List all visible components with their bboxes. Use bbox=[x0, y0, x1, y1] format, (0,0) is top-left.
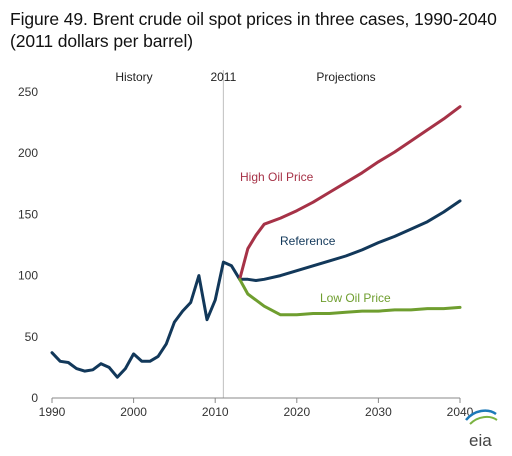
x-tick-label-2010: 2010 bbox=[202, 405, 229, 419]
series-line-reference bbox=[238, 199, 462, 282]
series-label-low-oil-price: Low Oil Price bbox=[320, 291, 391, 305]
x-tick-label-2030: 2030 bbox=[365, 405, 392, 419]
y-tick-label-100: 100 bbox=[18, 269, 38, 283]
x-tick-label-2000: 2000 bbox=[120, 405, 147, 419]
y-tick-label-150: 150 bbox=[18, 207, 38, 221]
x-tick-label-2040: 2040 bbox=[447, 405, 474, 419]
eia-logo-text: eia bbox=[469, 431, 492, 450]
eia-logo: eia bbox=[465, 409, 498, 450]
x-tick-label-2020: 2020 bbox=[283, 405, 310, 419]
eia-logo-swoosh-blue bbox=[465, 409, 497, 421]
eia-logo-swoosh-green bbox=[469, 415, 498, 425]
y-tick-label-50: 50 bbox=[25, 330, 39, 344]
x-axis-ticks: 1990 2000 2010 2020 2030 2040 bbox=[39, 398, 474, 419]
series-line-low bbox=[238, 277, 462, 317]
series-lines bbox=[50, 105, 462, 379]
y-tick-label-200: 200 bbox=[18, 146, 38, 160]
projections-label: Projections bbox=[316, 70, 375, 84]
y-tick-label-250: 250 bbox=[18, 85, 38, 99]
series-label-high-oil-price: High Oil Price bbox=[240, 170, 314, 184]
chart-title: Figure 49. Brent crude oil spot prices i… bbox=[10, 9, 497, 51]
series-label-reference: Reference bbox=[280, 234, 336, 248]
x-tick-label-1990: 1990 bbox=[39, 405, 66, 419]
history-label: History bbox=[115, 70, 152, 84]
series-line-high bbox=[238, 105, 462, 281]
y-tick-label-0: 0 bbox=[31, 391, 38, 405]
y-axis-ticks: 0 50 100 150 200 250 bbox=[18, 85, 38, 405]
divider-year-label: 2011 bbox=[210, 70, 236, 84]
series-line-history bbox=[50, 260, 242, 379]
